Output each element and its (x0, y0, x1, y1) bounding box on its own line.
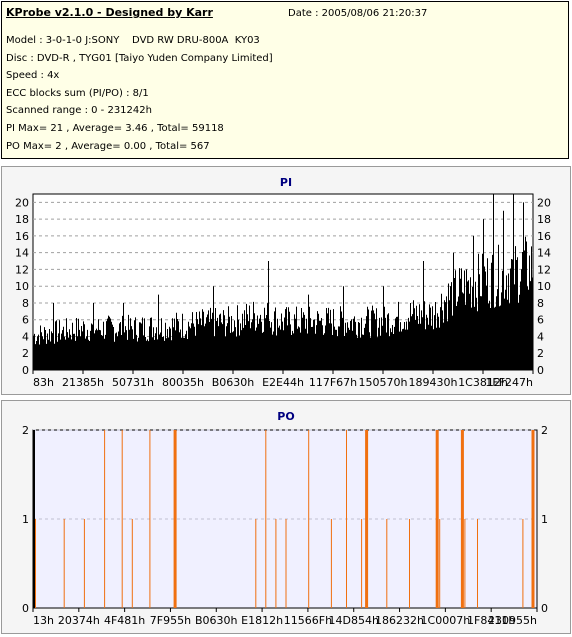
po-x-tick-label: 20374h (58, 614, 100, 627)
po-bar (63, 519, 65, 608)
pi-x-tick-label: B0630h (212, 376, 255, 389)
po-bar (83, 519, 85, 608)
pi-x-tick-label: 21385h (62, 376, 104, 389)
pi-chart: PI 0 2 4 6 8 10 12 14 16 18 20 0 2 4 6 8 10 12 14 16 18 20 8… (15, 176, 551, 389)
pi-y-tick-left: 6 (22, 314, 29, 327)
pi-x-tick-label: 80035h (162, 376, 204, 389)
po-chart-title: PO (277, 410, 294, 423)
pi-chart-panel: PI 0 2 4 6 8 10 12 14 16 18 20 0 2 4 6 8 10 12 14 16 18 20 8… (1, 166, 571, 395)
po-bar (35, 519, 36, 608)
pi-x-tick-label: 83h (33, 376, 54, 389)
po-x-tick-label: E1812h (241, 614, 283, 627)
pi-x-tick-label: E2E44h (262, 376, 304, 389)
pi-y-tick-right: 16 (537, 230, 551, 243)
pi-y-tick-left: 4 (22, 330, 29, 343)
pi-y-tick-left: 8 (22, 297, 29, 310)
po-y-tick-right: 2 (541, 424, 548, 437)
pi-x-tick-label: 117F67h (309, 376, 357, 389)
pi-x-tick-label: 189430h (409, 376, 458, 389)
model-line: Model : 3-0-1-0 J:SONY DVD RW DRU-800A K… (6, 35, 260, 46)
po-bar (308, 430, 310, 608)
pi-y-tick-right: 4 (537, 330, 544, 343)
po-bar (104, 430, 106, 608)
pi-y-tick-left: 20 (15, 196, 29, 209)
pi-y-tick-right: 2 (537, 347, 544, 360)
pi-x-tick-label: 1C3812h (458, 376, 508, 389)
po-bar (531, 430, 535, 608)
pi-bars (33, 194, 533, 370)
po-x-tick-label: 11566Fh (284, 614, 332, 627)
po-y-tick-left: 2 (22, 424, 29, 437)
pi-y-tick-right: 10 (537, 280, 551, 293)
app-title: KProbe v2.1.0 - Designed by Karr (6, 6, 213, 19)
po-bar (255, 519, 257, 608)
pi-y-tick-right: 6 (537, 314, 544, 327)
po-bar (365, 430, 369, 608)
pi-y-tick-left: 10 (15, 280, 29, 293)
po-chart-panel: PO 0 1 2 0 1 2 13h 20374h 4F481h 7F955h B0630h E1… (1, 400, 571, 634)
pi-y-tick-right: 14 (537, 247, 551, 260)
po-bar (522, 519, 524, 608)
range-line: Scanned range : 0 - 231242h (6, 105, 152, 117)
pi-y-tick-right: 18 (537, 213, 551, 226)
ecc-line: ECC blocks sum (PI/PO) : 8/1 (6, 87, 149, 99)
pi-y-tick-left: 14 (15, 247, 29, 260)
po-bar (464, 519, 466, 608)
po-bar (121, 430, 123, 608)
pi-y-tick-left: 16 (15, 230, 29, 243)
pi-x-tick-label: 1FF247h (485, 376, 533, 389)
po-bar (275, 519, 277, 608)
pi-x-tick-label: 50731h (112, 376, 154, 389)
pi-chart-title: PI (280, 176, 292, 189)
po-x-tick-label: 1F8411h (467, 614, 515, 627)
speed-line: Speed : 4x (6, 70, 60, 82)
pi-y-tick-left: 12 (15, 263, 29, 276)
po-bar (149, 430, 151, 608)
pi-y-tick-right: 20 (537, 196, 551, 209)
pi-y-tick-right: 0 (537, 364, 544, 377)
po-y-tick-right: 1 (541, 513, 548, 526)
po-x-tick-label: 13h (33, 614, 54, 627)
po-y-tick-left: 0 (22, 602, 29, 615)
pi-y-tick-left: 18 (15, 213, 29, 226)
po-bar (439, 519, 441, 608)
po-x-tick-label: 186232h (375, 614, 424, 627)
po-x-tick-label: 7F955h (150, 614, 191, 627)
scan-details: Model : 3-0-1-0 J:SONY DVD RW DRU-800A K… (6, 32, 273, 155)
scan-date: Date : 2005/08/06 21:20:37 (288, 8, 428, 19)
po-x-tick-label: 1C0007h (421, 614, 471, 627)
pi-y-tick-left: 2 (22, 347, 29, 360)
po-bar (477, 519, 478, 608)
po-y-tick-right: 0 (541, 602, 548, 615)
po-bar (346, 430, 347, 608)
po-bar (285, 519, 287, 608)
scan-info-box: KProbe v2.1.0 - Designed by Karr Date : … (1, 1, 569, 159)
pi-y-tick-left: 0 (22, 364, 29, 377)
po-bar (330, 519, 332, 608)
pi-stats-line: PI Max= 21 , Average= 3.46 , Total= 5911… (6, 122, 224, 134)
po-x-tick-label: B0630h (195, 614, 238, 627)
po-bar (173, 430, 177, 608)
po-bar (435, 430, 439, 608)
po-bar (460, 430, 464, 608)
pi-y-tick-right: 12 (537, 263, 551, 276)
po-bar (409, 519, 410, 608)
po-bar (265, 430, 267, 608)
po-bar (386, 519, 388, 608)
pi-y-tick-right: 8 (537, 297, 544, 310)
po-bar (131, 519, 133, 608)
po-y-tick-left: 1 (22, 513, 29, 526)
disc-line: Disc : DVD-R , TYG01 [Taiyo Yuden Compan… (6, 52, 273, 64)
po-x-tick-label: 14D854h (329, 614, 379, 627)
po-stats-line: PO Max= 2 , Average= 0.00 , Total= 567 (6, 140, 210, 152)
po-x-tick-label: 4F481h (104, 614, 145, 627)
po-x-tick-label: 230955h (488, 614, 537, 627)
po-left-edge-bar (33, 430, 35, 608)
po-chart: PO 0 1 2 0 1 2 13h 20374h 4F481h 7F955h B0630h E1… (22, 410, 548, 627)
po-bar (361, 519, 363, 608)
pi-x-tick-label: 150570h (359, 376, 408, 389)
